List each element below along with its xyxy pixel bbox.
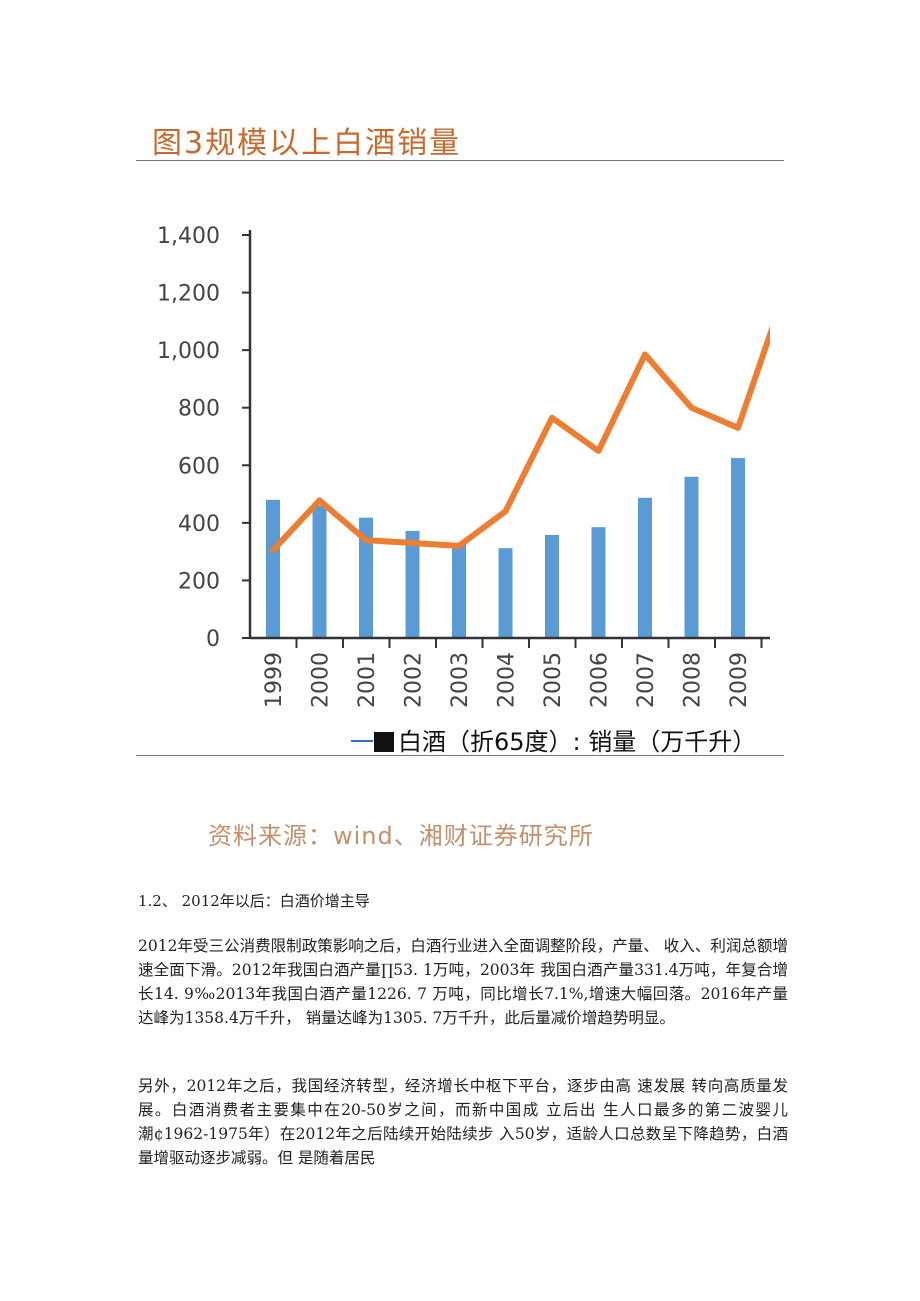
legend-prefix: 一 bbox=[350, 728, 374, 756]
line-point bbox=[272, 549, 274, 551]
bar bbox=[591, 527, 606, 638]
paragraph-1: 2012年受三公消费限制政策影响之后，白酒行业进入全面调整阶段，产量、 收入、利… bbox=[138, 937, 788, 1027]
y-tick-label: 400 bbox=[178, 512, 220, 537]
bar bbox=[638, 497, 652, 638]
figure-title: 图3规模以上白酒销量 bbox=[152, 126, 462, 161]
x-tick-label: 2006 bbox=[588, 652, 613, 708]
y-tick-label: 0 bbox=[206, 627, 220, 652]
x-tick-label: 2005 bbox=[541, 652, 566, 708]
figure-bottom-rule bbox=[136, 755, 784, 756]
x-tick-label: 1999 bbox=[262, 652, 287, 708]
x-axis: 1999 2000 2001 2002 2003 2004 2005 2006 2007 2008… bbox=[250, 636, 770, 708]
x-tick-label: 2002 bbox=[402, 652, 427, 708]
chart-legend: 一白酒（折65度）: 销量（万千升） bbox=[350, 722, 756, 757]
x-tick-label: 2008 bbox=[681, 652, 706, 708]
line-point bbox=[505, 510, 506, 512]
figure-source: 资料来源：wind、湘财证券研究所 bbox=[208, 822, 594, 850]
bar bbox=[498, 548, 513, 638]
bar bbox=[545, 534, 559, 638]
legend-swatch bbox=[374, 732, 394, 752]
line-path bbox=[270, 325, 770, 554]
line-series bbox=[270, 325, 770, 554]
line-point bbox=[644, 353, 646, 355]
x-tick-label: 2000 bbox=[309, 652, 334, 708]
paragraph-2: 另外，2012年之后，我国经济转型，经济增长中枢下平台，逐步由高 速发展 转向高… bbox=[138, 1077, 788, 1167]
line-point bbox=[458, 545, 460, 547]
bar bbox=[312, 505, 327, 638]
bar bbox=[452, 543, 466, 638]
x-tick-label: 2007 bbox=[634, 652, 659, 708]
figure-top-rule bbox=[136, 160, 784, 161]
line-point bbox=[551, 417, 553, 419]
x-tick-label: 2003 bbox=[448, 652, 473, 708]
line-point bbox=[737, 427, 739, 429]
y-tick-label: 1,200 bbox=[157, 282, 220, 307]
bar bbox=[731, 458, 745, 638]
y-tick-label: 200 bbox=[178, 569, 220, 594]
x-tick-label: 2004 bbox=[495, 652, 520, 708]
bar bbox=[359, 517, 373, 638]
sales-chart: 0 200 400 600 800 1,000 1,200 1,400 1999 2000 200… bbox=[157, 224, 770, 708]
bar bbox=[266, 499, 280, 638]
section-heading: 1.2、 2012年以后：白酒价增主导 bbox=[138, 892, 370, 910]
line-point bbox=[412, 542, 413, 544]
x-tick-label: 2001 bbox=[355, 652, 380, 708]
line-point bbox=[598, 450, 599, 452]
x-tick-label: 2009 bbox=[727, 652, 752, 708]
bar bbox=[684, 476, 699, 638]
bar-series bbox=[266, 458, 745, 638]
bar bbox=[405, 530, 420, 638]
line-point bbox=[319, 499, 320, 501]
y-tick-label: 600 bbox=[178, 454, 220, 479]
line-point bbox=[365, 539, 367, 541]
y-tick-label: 1,000 bbox=[157, 339, 220, 364]
y-axis: 0 200 400 600 800 1,000 1,200 1,400 bbox=[157, 224, 252, 652]
line-point bbox=[691, 407, 692, 409]
y-tick-label: 800 bbox=[178, 397, 220, 422]
y-tick-label: 1,400 bbox=[157, 224, 220, 249]
legend-label: 白酒（折65度）: 销量（万千升） bbox=[398, 728, 757, 756]
